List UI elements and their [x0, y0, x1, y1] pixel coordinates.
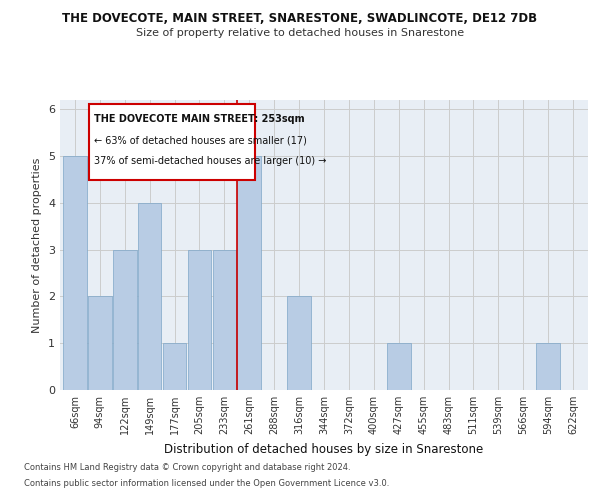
Bar — [138, 203, 161, 390]
Bar — [238, 156, 261, 390]
Y-axis label: Number of detached properties: Number of detached properties — [32, 158, 43, 332]
Bar — [63, 156, 87, 390]
Bar — [536, 343, 560, 390]
Bar — [88, 296, 112, 390]
Text: Contains public sector information licensed under the Open Government Licence v3: Contains public sector information licen… — [24, 478, 389, 488]
FancyBboxPatch shape — [89, 104, 255, 180]
Text: ← 63% of detached houses are smaller (17): ← 63% of detached houses are smaller (17… — [94, 135, 307, 145]
Bar — [287, 296, 311, 390]
Text: THE DOVECOTE, MAIN STREET, SNARESTONE, SWADLINCOTE, DE12 7DB: THE DOVECOTE, MAIN STREET, SNARESTONE, S… — [62, 12, 538, 26]
X-axis label: Distribution of detached houses by size in Snarestone: Distribution of detached houses by size … — [164, 442, 484, 456]
Bar — [188, 250, 211, 390]
Text: Contains HM Land Registry data © Crown copyright and database right 2024.: Contains HM Land Registry data © Crown c… — [24, 464, 350, 472]
Text: 37% of semi-detached houses are larger (10) →: 37% of semi-detached houses are larger (… — [94, 156, 326, 166]
Bar — [387, 343, 410, 390]
Text: Size of property relative to detached houses in Snarestone: Size of property relative to detached ho… — [136, 28, 464, 38]
Bar — [113, 250, 137, 390]
Bar — [212, 250, 236, 390]
Text: THE DOVECOTE MAIN STREET: 253sqm: THE DOVECOTE MAIN STREET: 253sqm — [94, 114, 304, 124]
Bar — [163, 343, 187, 390]
